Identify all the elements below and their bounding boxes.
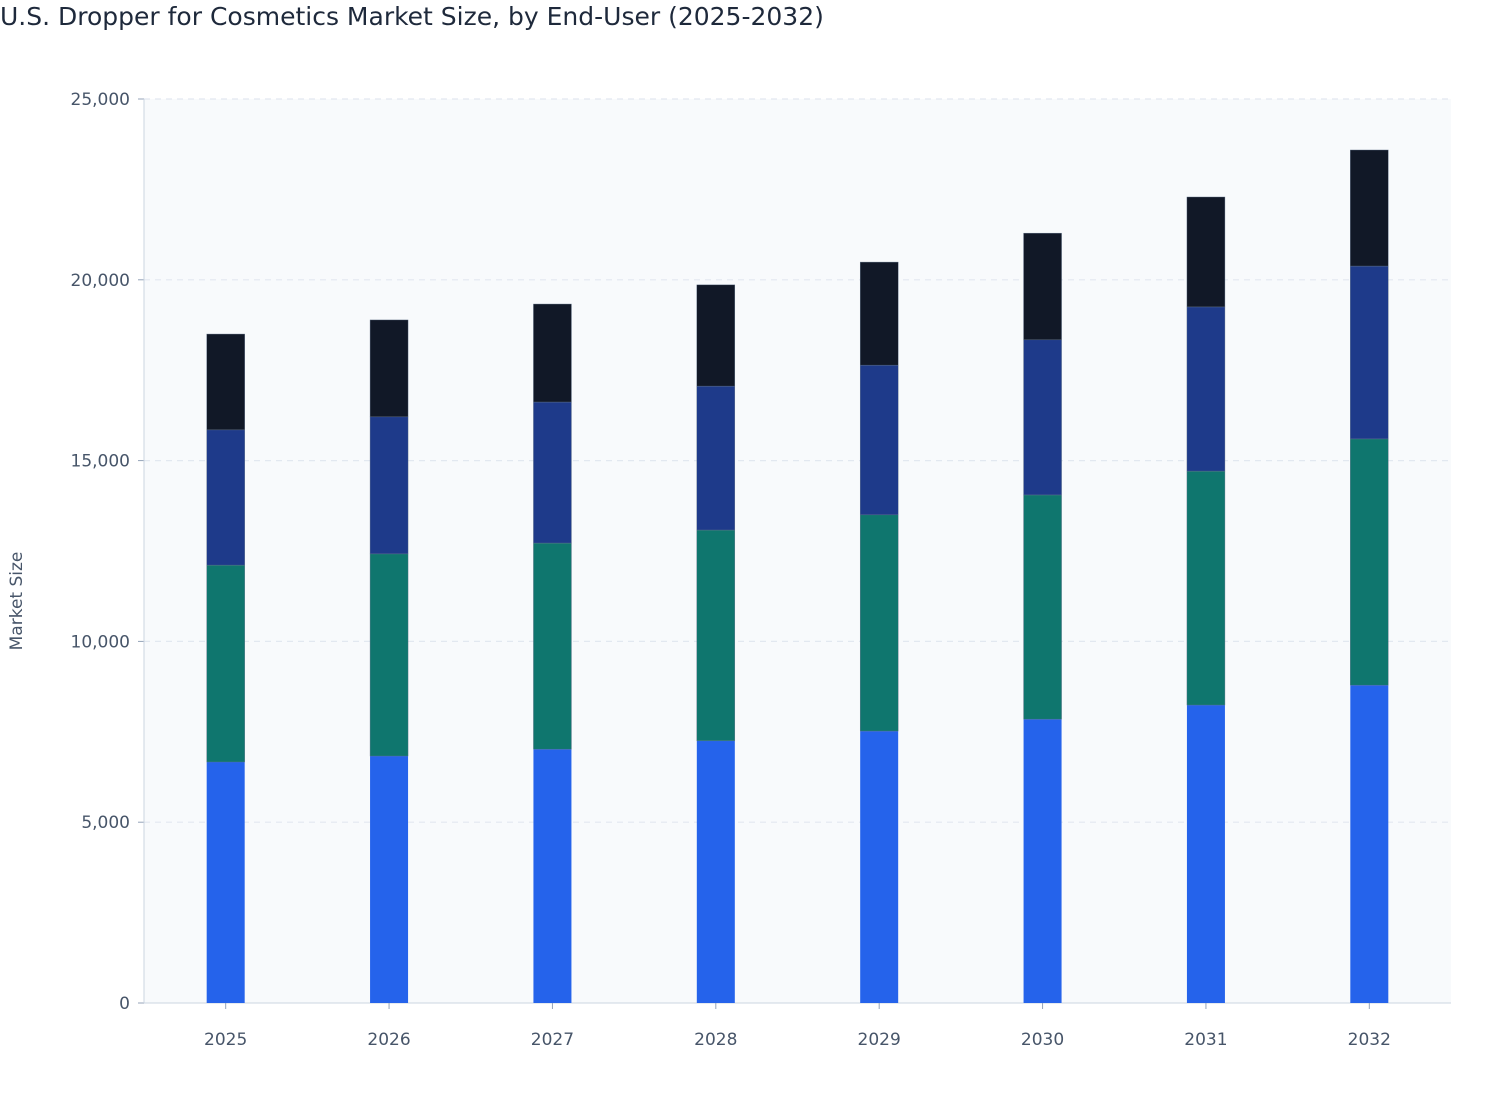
x-tick-label: 2031 xyxy=(1184,1030,1227,1050)
bar-segment xyxy=(206,761,245,1003)
plot-background xyxy=(144,99,1451,1003)
y-tick-label: 25,000 xyxy=(71,90,130,110)
bar-segment xyxy=(696,529,736,742)
chart-title: U.S. Dropper for Cosmetics Market Size, … xyxy=(0,2,824,31)
bar-segment xyxy=(1350,149,1389,267)
bar-segment xyxy=(696,284,736,387)
y-tick-label: 15,000 xyxy=(71,452,130,472)
bar-segment xyxy=(1023,232,1062,341)
x-tick-label: 2032 xyxy=(1348,1030,1391,1050)
x-tick-label: 2030 xyxy=(1021,1030,1064,1050)
y-tick-label: 20,000 xyxy=(71,271,130,291)
y-tick-label: 0 xyxy=(119,994,130,1014)
bar-segment xyxy=(206,429,245,566)
bar-segment xyxy=(369,553,409,757)
bar-segment xyxy=(1350,265,1389,440)
bar-segment xyxy=(696,740,735,1003)
bar-segment xyxy=(533,749,572,1003)
bar-segment xyxy=(1350,685,1389,1003)
bar-segment xyxy=(696,385,736,531)
bar-segment xyxy=(1023,719,1062,1003)
bar-segment xyxy=(860,731,899,1003)
bar-segment xyxy=(1023,494,1062,720)
bar-segment xyxy=(859,514,899,732)
x-tick-label: 2028 xyxy=(694,1030,737,1050)
bar-segment xyxy=(370,756,409,1003)
y-tick-label: 5,000 xyxy=(81,813,130,833)
bar-segment xyxy=(1186,306,1226,472)
x-tick-label: 2027 xyxy=(531,1030,574,1050)
bar-segment xyxy=(206,564,245,763)
bar-segment xyxy=(859,364,899,516)
bar-segment xyxy=(369,416,409,555)
bar-segment xyxy=(533,303,572,403)
bar-segment xyxy=(533,542,572,750)
bar-segment xyxy=(369,319,409,418)
bar-segment xyxy=(859,261,899,366)
x-tick-label: 2029 xyxy=(858,1030,901,1050)
bar-segment xyxy=(1186,470,1226,706)
bar-segment xyxy=(1023,339,1062,496)
bar-segment xyxy=(1350,438,1389,686)
bar-segment xyxy=(1186,705,1225,1003)
bar-segment xyxy=(206,333,245,431)
y-axis-label: Market Size xyxy=(7,552,27,651)
x-tick-label: 2026 xyxy=(367,1030,410,1050)
x-tick-label: 2025 xyxy=(204,1030,247,1050)
bar-segment xyxy=(1186,196,1226,308)
y-tick-label: 10,000 xyxy=(71,632,130,652)
bar-segment xyxy=(533,401,572,544)
